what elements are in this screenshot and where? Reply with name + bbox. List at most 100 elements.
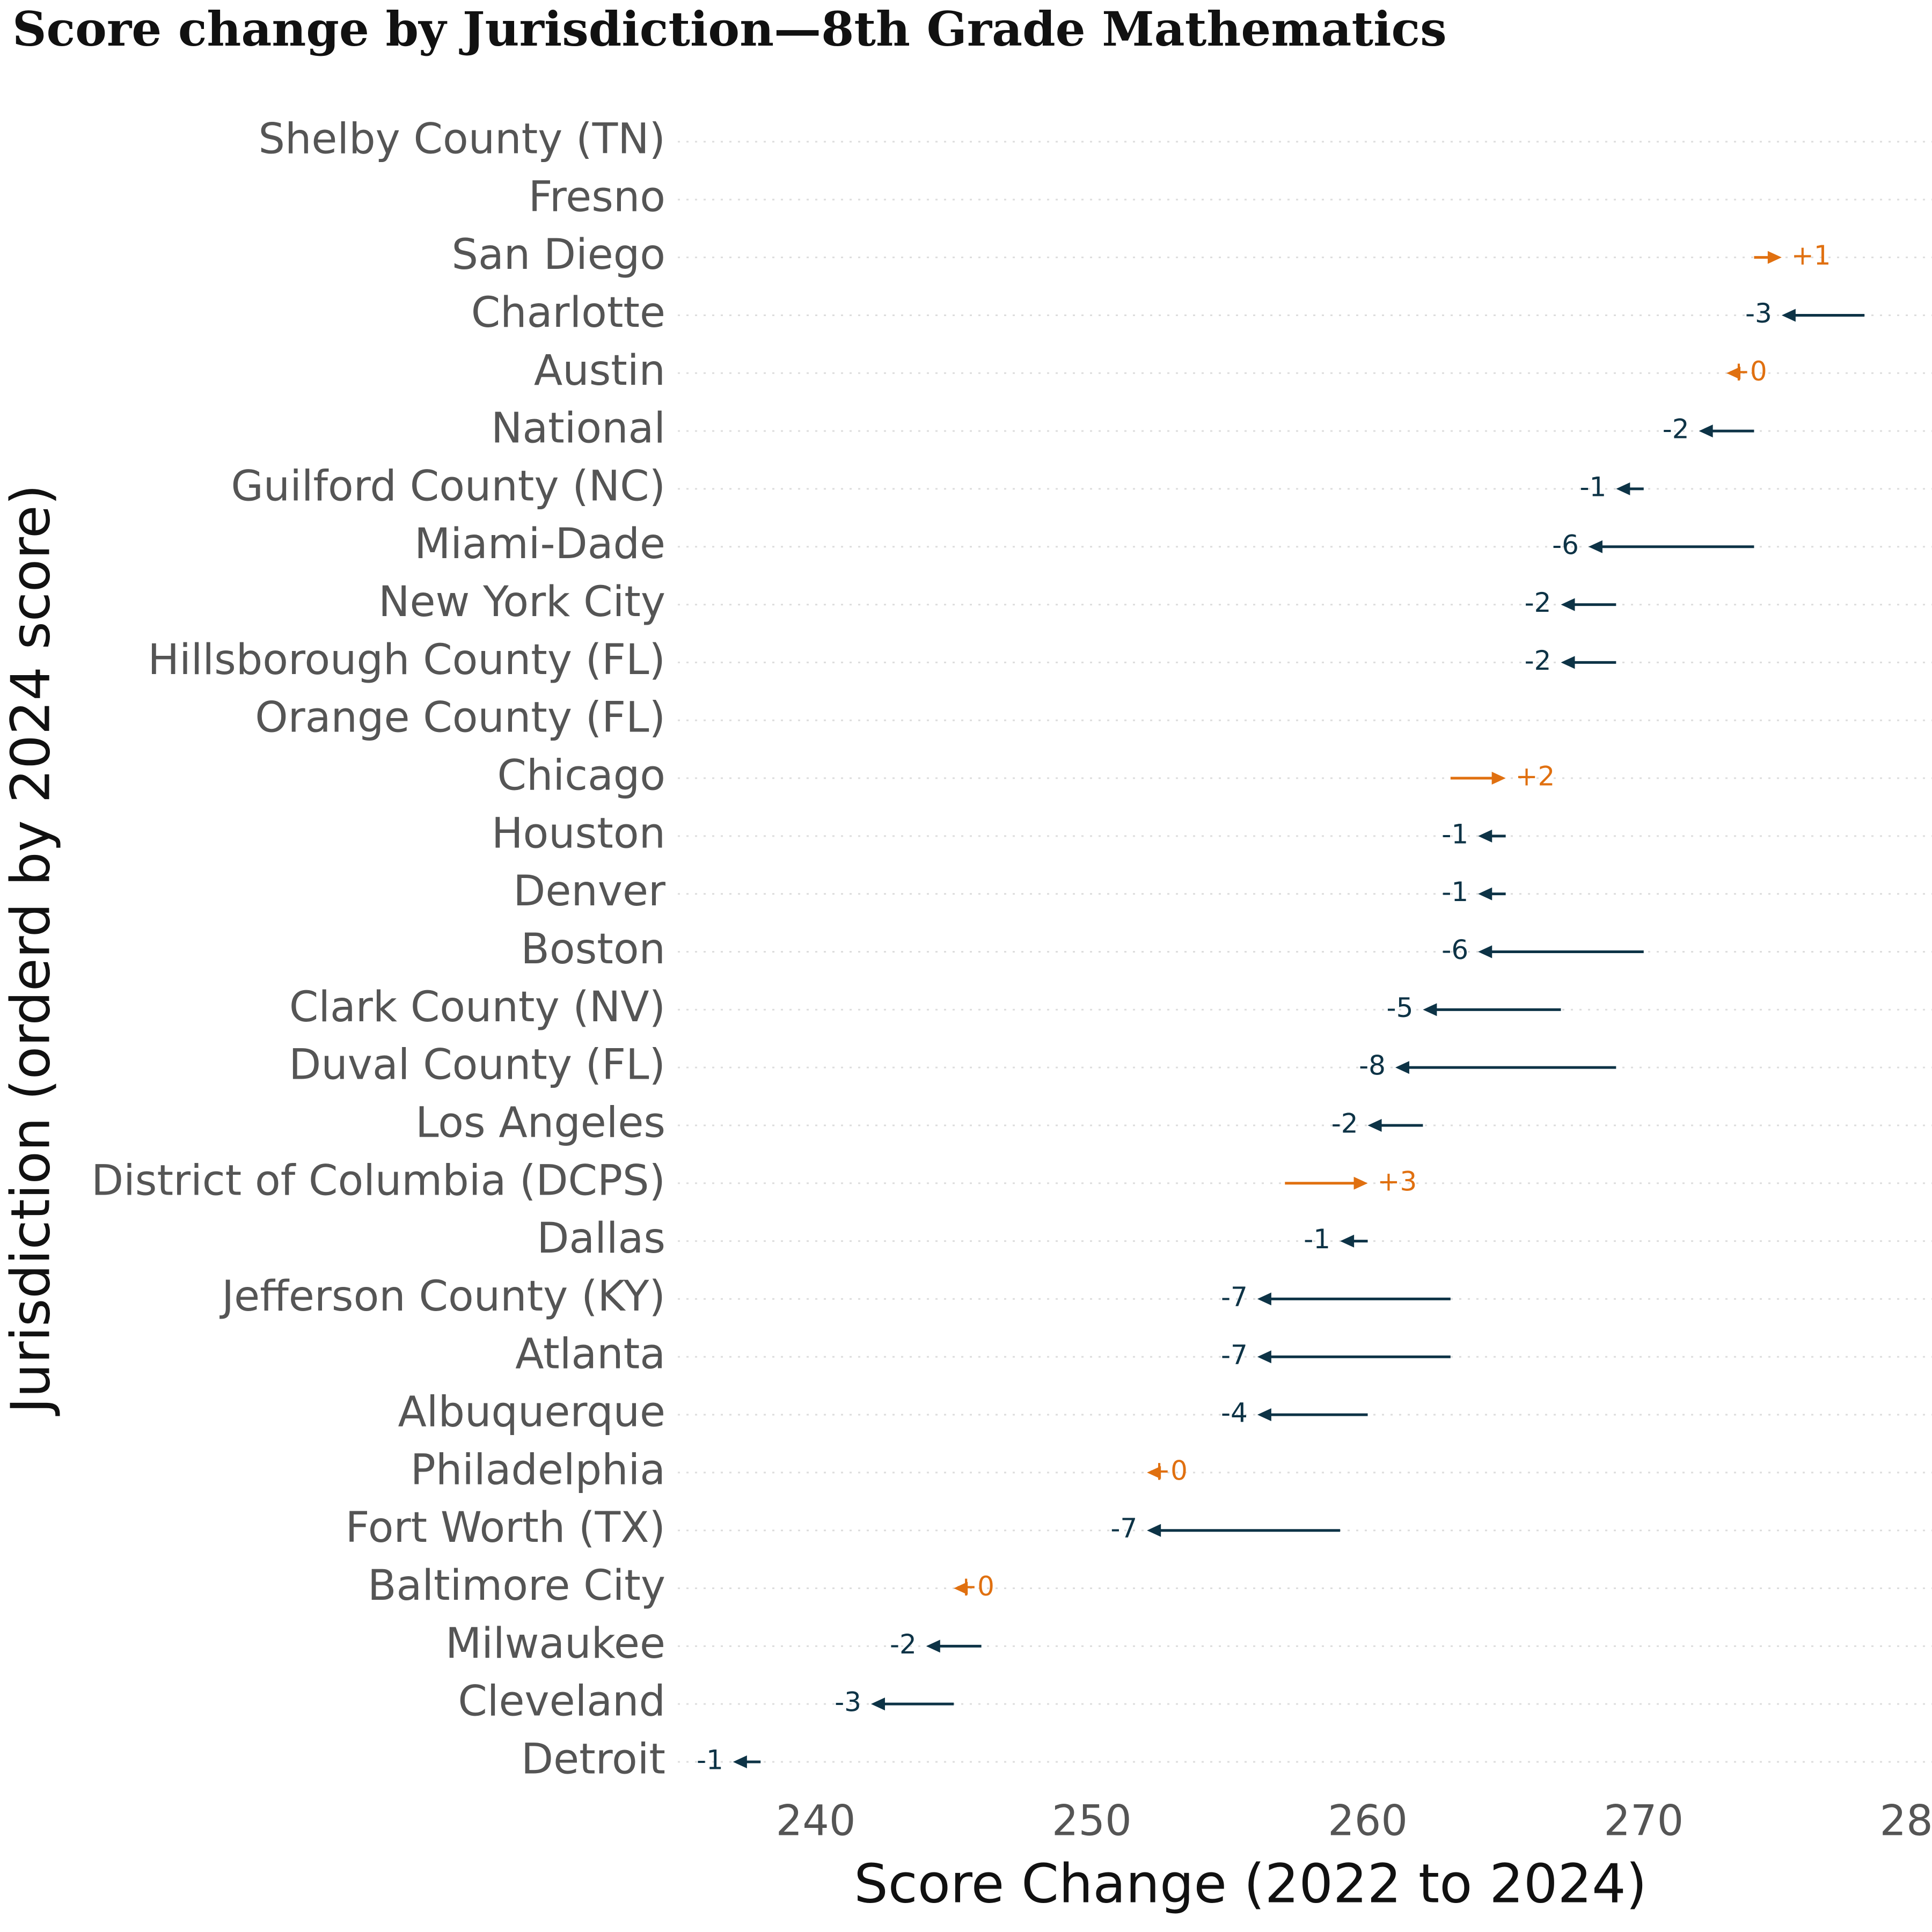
- arrow: [1285, 1176, 1368, 1190]
- value-label: -3: [835, 1687, 861, 1718]
- y-tick-label: Baltimore City: [368, 1562, 665, 1610]
- arrow-head: [1257, 1292, 1271, 1306]
- y-tick-label: San Diego: [452, 231, 666, 279]
- y-tick-label: Fort Worth (TX): [346, 1504, 665, 1552]
- y-tick-label: Atlanta: [515, 1330, 665, 1379]
- chart-title: Score change by Jurisdiction—8th Grade M…: [12, 1, 1447, 57]
- arrow-head: [1699, 425, 1713, 438]
- arrow-head: [1726, 367, 1741, 380]
- y-tick-label: National: [491, 405, 665, 453]
- y-tick-label: Guilford County (NC): [231, 462, 665, 510]
- arrow-head: [1561, 598, 1575, 611]
- value-label: -5: [1387, 992, 1414, 1023]
- arrow-head: [1781, 309, 1796, 322]
- arrow-head: [1491, 772, 1506, 785]
- arrow-head: [1478, 887, 1492, 901]
- value-label: -2: [1663, 414, 1689, 445]
- y-tick-label: Albuquerque: [398, 1388, 665, 1437]
- y-tick-label: Clark County (NV): [289, 983, 665, 1031]
- y-tick-label: Shelby County (TN): [258, 115, 665, 163]
- arrow: [1561, 656, 1616, 669]
- arrow: [1726, 367, 1741, 380]
- arrow-head: [1147, 1466, 1161, 1479]
- arrow-head: [1478, 829, 1492, 843]
- arrow: [870, 1697, 954, 1711]
- arrow-head: [870, 1697, 885, 1711]
- value-label: +0: [1728, 356, 1767, 387]
- value-label: -3: [1745, 298, 1772, 329]
- value-label: -8: [1359, 1050, 1386, 1081]
- value-label: -2: [1525, 587, 1552, 618]
- arrow-head: [1353, 1176, 1368, 1190]
- arrow: [926, 1640, 982, 1653]
- arrow-head: [1257, 1408, 1271, 1422]
- x-tick-label: 240: [776, 1797, 856, 1845]
- arrow: [1561, 598, 1616, 611]
- y-tick-label: Los Angeles: [415, 1099, 665, 1147]
- arrow: [954, 1582, 968, 1595]
- arrow: [1257, 1350, 1451, 1364]
- x-tick-label: 280: [1880, 1797, 1932, 1845]
- y-tick-label: New York City: [378, 578, 665, 626]
- arrow-head: [926, 1640, 940, 1653]
- y-tick-label: Miami-Dade: [414, 520, 665, 568]
- arrow-head: [1616, 482, 1630, 495]
- arrow-head: [733, 1755, 747, 1768]
- y-tick-label: Hillsborough County (FL): [148, 636, 665, 684]
- y-tick-label: Houston: [492, 809, 665, 858]
- arrow-head: [954, 1582, 968, 1595]
- arrow: [1781, 309, 1865, 322]
- arrow: [1699, 425, 1754, 438]
- arrow: [1257, 1408, 1368, 1422]
- arrow: [1395, 1061, 1616, 1074]
- arrow-head: [1340, 1234, 1355, 1248]
- value-label: -2: [890, 1629, 917, 1660]
- arrow: [1257, 1292, 1451, 1306]
- y-tick-label: Duval County (FL): [289, 1041, 665, 1089]
- arrow-head: [1423, 1003, 1437, 1016]
- y-tick-label: Orange County (FL): [255, 694, 665, 742]
- y-tick-label: Cleveland: [458, 1678, 665, 1726]
- arrow-head: [1767, 251, 1782, 264]
- arrow-head: [1147, 1524, 1161, 1537]
- x-tick-label: 250: [1052, 1797, 1132, 1845]
- value-label: -1: [1304, 1224, 1330, 1255]
- y-tick-label: Boston: [521, 925, 665, 974]
- y-tick-label: Fresno: [529, 173, 665, 221]
- y-axis-title: Jurisdiction (orderd by 2024 score): [0, 484, 62, 1416]
- y-tick-label: Chicago: [497, 752, 666, 800]
- arrow-head: [1257, 1350, 1271, 1364]
- value-label: -6: [1552, 529, 1579, 560]
- value-label: +0: [1148, 1455, 1188, 1486]
- y-tick-label: Denver: [513, 867, 666, 916]
- arrow: [1450, 772, 1506, 785]
- arrow: [1754, 251, 1782, 264]
- y-tick-label: Dallas: [537, 1214, 665, 1263]
- value-label: -1: [1441, 818, 1468, 850]
- value-label: +0: [955, 1571, 994, 1602]
- value-label: -1: [1441, 876, 1468, 908]
- arrow-head: [1367, 1118, 1382, 1132]
- y-tick-label: Austin: [534, 347, 665, 395]
- arrow: [1423, 1003, 1561, 1016]
- arrow: [1340, 1234, 1368, 1248]
- arrow: [1147, 1524, 1341, 1537]
- arrow: [1367, 1118, 1423, 1132]
- arrow-head: [1561, 656, 1575, 669]
- x-tick-label: 270: [1604, 1797, 1684, 1845]
- y-tick-label: District of Columbia (DCPS): [91, 1157, 665, 1205]
- value-label: -7: [1110, 1513, 1137, 1544]
- value-label: -2: [1525, 645, 1552, 676]
- value-label: +2: [1516, 761, 1555, 792]
- arrow: [1478, 829, 1506, 843]
- arrow: [1478, 945, 1644, 958]
- value-label: -7: [1221, 1340, 1248, 1371]
- value-label: -2: [1331, 1108, 1358, 1139]
- arrow: [1147, 1466, 1161, 1479]
- value-label: -4: [1221, 1397, 1248, 1429]
- value-label: -1: [697, 1745, 723, 1776]
- arrow-head: [1395, 1061, 1409, 1074]
- arrow: [1478, 887, 1506, 901]
- value-label: +1: [1791, 240, 1831, 271]
